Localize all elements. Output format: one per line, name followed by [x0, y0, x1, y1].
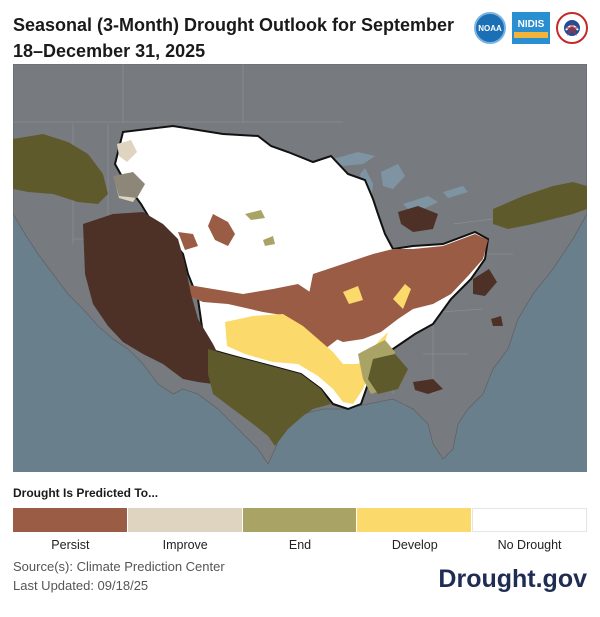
legend-item-persist[interactable]: Persist [13, 508, 128, 552]
legend-swatch-no-drought [472, 508, 587, 532]
nws-emblem-icon [564, 20, 580, 36]
legend-label-persist: Persist [51, 538, 90, 552]
legend-swatch-persist [13, 508, 128, 532]
legend-label-improve: Improve [162, 538, 208, 552]
legend-label-no-drought: No Drought [497, 538, 562, 552]
legend-item-no-drought[interactable]: No Drought [472, 508, 587, 552]
nws-logo[interactable] [556, 12, 588, 44]
source-line: Source(s): Climate Prediction Center [13, 559, 225, 574]
last-updated: Last Updated: 09/18/25 [13, 578, 149, 593]
legend-swatch-end [242, 508, 358, 532]
legend-label-develop: Develop [391, 538, 438, 552]
legend-swatch-develop [357, 508, 473, 532]
drought-outlook-map[interactable] [13, 64, 587, 472]
drought-gov-brand[interactable]: Drought.gov [438, 565, 587, 593]
legend-item-end[interactable]: End [242, 508, 358, 552]
legend-item-develop[interactable]: Develop [357, 508, 473, 552]
gulf-of-california [111, 356, 143, 424]
legend-label-end: End [288, 538, 312, 552]
legend-swatch-improve [127, 508, 243, 532]
develop-areas [225, 284, 411, 404]
legend-item-improve[interactable]: Improve [127, 508, 243, 552]
noaa-logo[interactable]: NOAA [474, 12, 506, 44]
gulf-of-mexico [283, 404, 418, 472]
noaa-logo-text: NOAA [478, 23, 502, 33]
persist-areas [178, 214, 488, 349]
map-title: Seasonal (3-Month) Drought Outlook for S… [13, 15, 455, 61]
nidis-stripe [514, 31, 548, 38]
partner-logos: NOAA NIDIS [474, 12, 588, 44]
improve-areas-outside [113, 172, 145, 198]
end-areas-outside [13, 134, 587, 446]
nidis-logo-text: NIDIS [517, 18, 545, 30]
end-patches-north [245, 210, 275, 246]
source-info: Source(s): Climate Prediction Center Las… [13, 557, 225, 595]
map-svg [13, 64, 587, 472]
legend-title: Drought Is Predicted To... [13, 486, 159, 500]
nidis-logo[interactable]: NIDIS [512, 12, 550, 44]
legend: Persist Improve End Develop No Drought [13, 508, 587, 552]
